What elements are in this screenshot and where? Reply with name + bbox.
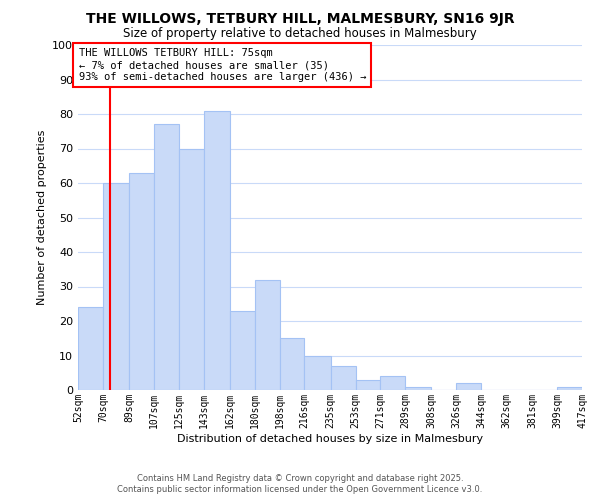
Text: THE WILLOWS TETBURY HILL: 75sqm
← 7% of detached houses are smaller (35)
93% of : THE WILLOWS TETBURY HILL: 75sqm ← 7% of … bbox=[79, 48, 366, 82]
Bar bbox=[154, 124, 179, 390]
X-axis label: Distribution of detached houses by size in Malmesbury: Distribution of detached houses by size … bbox=[177, 434, 483, 444]
Text: Contains HM Land Registry data © Crown copyright and database right 2025.
Contai: Contains HM Land Registry data © Crown c… bbox=[118, 474, 482, 494]
Bar bbox=[380, 376, 405, 390]
Bar bbox=[356, 380, 380, 390]
Bar bbox=[103, 183, 129, 390]
Bar bbox=[280, 338, 304, 390]
Bar bbox=[457, 383, 481, 390]
Bar bbox=[304, 356, 331, 390]
Bar bbox=[331, 366, 356, 390]
Text: THE WILLOWS, TETBURY HILL, MALMESBURY, SN16 9JR: THE WILLOWS, TETBURY HILL, MALMESBURY, S… bbox=[86, 12, 514, 26]
Bar bbox=[179, 148, 203, 390]
Bar bbox=[405, 386, 431, 390]
Bar bbox=[203, 110, 230, 390]
Text: Size of property relative to detached houses in Malmesbury: Size of property relative to detached ho… bbox=[123, 28, 477, 40]
Bar bbox=[129, 172, 154, 390]
Bar bbox=[557, 386, 582, 390]
Bar bbox=[255, 280, 280, 390]
Bar bbox=[230, 310, 255, 390]
Bar bbox=[78, 307, 103, 390]
Y-axis label: Number of detached properties: Number of detached properties bbox=[37, 130, 47, 305]
